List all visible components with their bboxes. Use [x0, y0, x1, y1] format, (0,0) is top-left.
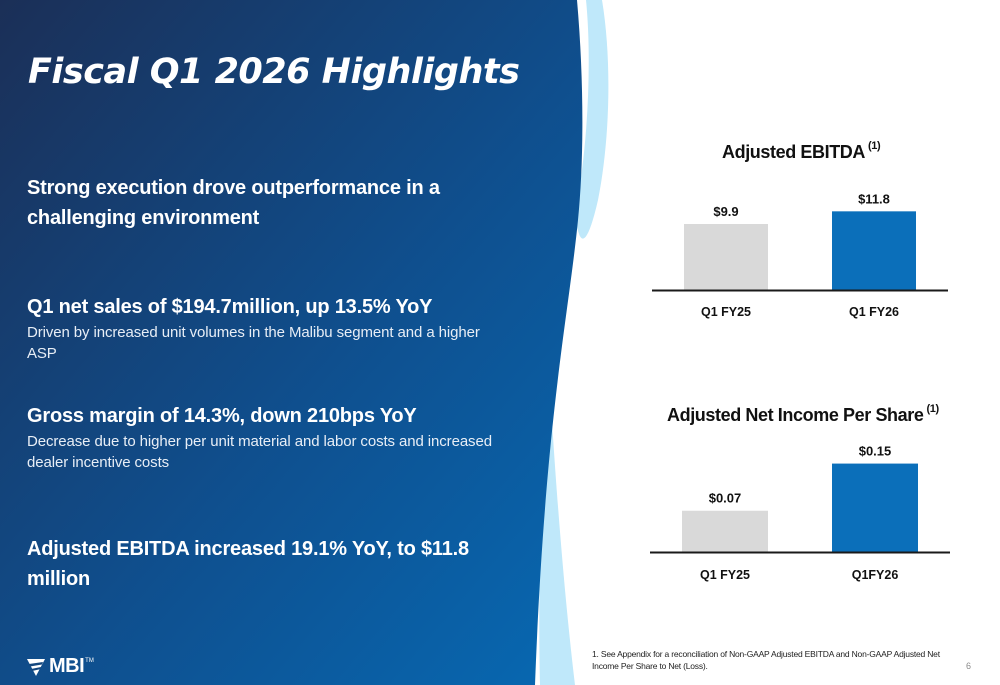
highlight-detail: Driven by increased unit volumes in the … [27, 324, 480, 362]
bar-q1-fy26 [832, 211, 916, 290]
highlight-heading: Strong execution drove outperformance in… [27, 177, 440, 229]
highlight-detail: Decrease due to higher per unit material… [27, 433, 492, 471]
light-blue-wave-top [575, 0, 609, 239]
page-number: 6 [966, 661, 972, 671]
highlight-execution: Strong execution drove outperformance in… [27, 173, 497, 233]
highlight-heading: Gross margin of 14.3%, down 210bps YoY [27, 405, 417, 427]
highlight-heading: Q1 net sales of $194.7million, up 13.5% … [27, 296, 433, 318]
data-label: $11.8 [858, 191, 890, 206]
data-label: $9.9 [713, 204, 738, 219]
chart-title-adjusted-net-income-per-share: Adjusted Net Income Per Share (1) [667, 403, 939, 426]
x-tick-label: Q1 FY25 [700, 568, 750, 582]
adjusted-net-income-per-share-bar-chart: $0.07 Q1 FY25 $0.15 Q1FY26 [650, 444, 950, 582]
x-tick-label: Q1 FY25 [701, 305, 751, 319]
bar-q1-fy25 [682, 510, 768, 552]
highlight-gross-margin: Gross margin of 14.3%, down 210bps YoY D… [27, 401, 507, 473]
bar-q1fy26 [832, 463, 918, 552]
data-label: $0.07 [709, 491, 742, 506]
mbi-chevron-logo-icon [27, 658, 45, 676]
highlight-ebitda: Adjusted EBITDA increased 19.1% YoY, to … [27, 534, 497, 594]
x-tick-label: Q1 FY26 [849, 305, 899, 319]
chart-title-text: Adjusted Net Income Per Share [667, 405, 924, 425]
chart-title-footnote-ref: (1) [926, 403, 939, 415]
chart-title-text: Adjusted EBITDA [722, 142, 866, 162]
blue-panel [0, 0, 583, 685]
highlight-net-sales: Q1 net sales of $194.7million, up 13.5% … [27, 292, 507, 364]
slide-title: Fiscal Q1 2026 Highlights [28, 52, 520, 92]
chart-title-footnote-ref: (1) [868, 140, 881, 152]
logo-trademark: TM [85, 658, 94, 664]
chart-title-adjusted-ebitda: Adjusted EBITDA (1) [722, 140, 881, 163]
footnote: 1. See Appendix for a reconciliation of … [592, 649, 940, 671]
x-tick-label: Q1FY26 [852, 568, 899, 582]
mbi-logo: MBI TM [26, 655, 94, 678]
bar-q1-fy25 [684, 224, 768, 290]
highlight-heading: Adjusted EBITDA increased 19.1% YoY, to … [27, 538, 469, 590]
logo-text: MBI [49, 655, 85, 677]
data-label: $0.15 [859, 444, 892, 459]
adjusted-ebitda-bar-chart: $9.9 Q1 FY25 $11.8 Q1 FY26 [652, 191, 948, 319]
